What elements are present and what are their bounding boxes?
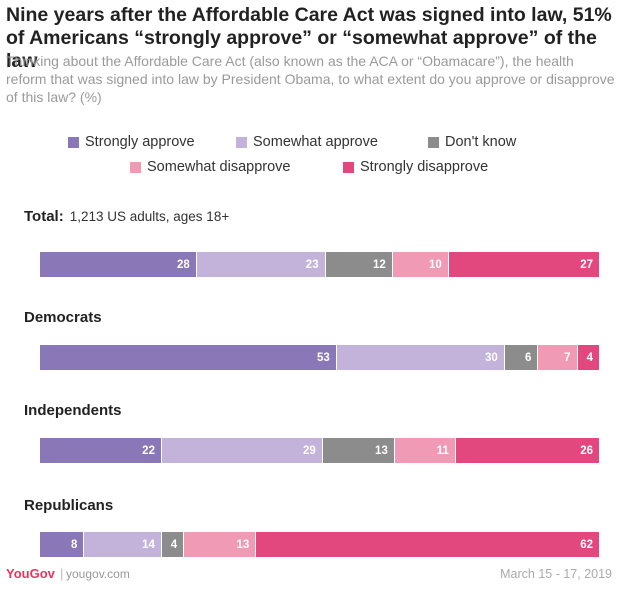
legend-item: Somewhat approve [236,134,378,150]
bar-value-label: 8 [70,538,78,551]
bar-value-label: 27 [580,258,593,271]
bar-segment: 28 [40,252,197,277]
bar-value-label: 53 [317,351,330,364]
bar-value-label: 62 [580,538,593,551]
chart-subtitle: Thinking about the Affordable Care Act (… [6,53,615,105]
bar-segment: 62 [256,532,600,557]
bar-segment: 12 [325,252,393,277]
bar-segment: 10 [392,252,449,277]
bar-value-label: 4 [586,351,593,364]
bar-value-label: 13 [236,538,250,551]
yougov-logo: YouGov [6,566,55,581]
legend-item: Don't know [428,134,516,150]
bar-segment: 4 [577,345,600,370]
bar-segment: 53 [40,345,337,370]
legend-label: Strongly disapprove [360,159,489,175]
bar-value-label: 26 [580,444,593,457]
bar-value-label: 30 [485,351,498,364]
bar-value-label: 11 [436,444,449,457]
bar-segment: 7 [538,345,578,370]
bar-segment: 6 [504,345,539,370]
legend-swatch [68,136,79,148]
bar-value-label: 7 [564,351,571,364]
group-label: Total: 1,213 US adults, ages 18+ [24,208,230,225]
group-label: Independents [24,402,122,419]
legend-swatch [236,136,247,148]
footer-site: yougov.com [66,567,130,581]
bar-value-label: 28 [177,258,190,271]
bar-value-label: 23 [305,258,319,271]
bar-value-label: 12 [372,258,386,271]
legend-swatch [428,136,439,148]
footer-date: March 15 - 17, 2019 [500,567,612,581]
group-label: Democrats [24,309,102,326]
bar-value-label: 6 [524,351,532,364]
legend-label: Don't know [445,134,517,150]
bar-value-label: 10 [429,258,442,271]
legend-item: Somewhat disapprove [130,159,290,175]
group-note: 1,213 US adults, ages 18+ [69,209,230,224]
legend-label: Strongly approve [85,134,195,150]
legend-item: Strongly approve [68,134,195,150]
bar-value-label: 4 [170,538,178,551]
legend-swatch [130,161,141,173]
legend-label: Somewhat disapprove [147,159,291,175]
bar-segment: 26 [455,438,600,463]
group-label: Republicans [24,497,114,514]
footer-separator: | [60,566,64,581]
bar-segment: 4 [161,532,185,557]
bar-value-label: 29 [302,444,316,457]
bar-segment: 13 [184,532,257,557]
legend-label: Somewhat approve [253,134,378,150]
bar-segment: 8 [40,532,85,557]
bar-segment: 14 [84,532,162,557]
bar-value-label: 14 [142,538,155,551]
bar-segment: 11 [394,438,456,463]
bar-segment: 30 [336,345,505,370]
legend-swatch [343,161,354,173]
bar-value-label: 22 [142,444,155,457]
bar-segment: 13 [322,438,395,463]
bar-segment: 29 [161,438,323,463]
bar-value-label: 13 [375,444,388,457]
chart-title: Nine years after the Affordable Care Act… [6,4,612,72]
legend-item: Strongly disapprove [343,159,488,175]
bar-segment: 23 [196,252,326,277]
bar-segment: 27 [448,252,600,277]
bar-segment: 22 [40,438,162,463]
